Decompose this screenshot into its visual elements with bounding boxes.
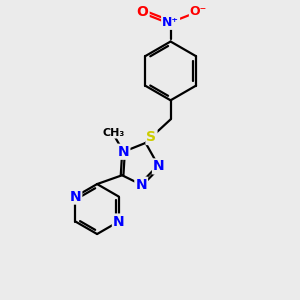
Text: O⁻: O⁻ <box>190 5 207 18</box>
Text: N: N <box>70 190 81 204</box>
Text: N: N <box>113 214 124 229</box>
Text: N: N <box>118 145 129 159</box>
Text: N⁺: N⁺ <box>162 16 179 29</box>
Text: S: S <box>146 130 157 144</box>
Text: CH₃: CH₃ <box>102 128 124 138</box>
Text: N: N <box>135 178 147 192</box>
Text: N: N <box>153 159 165 173</box>
Text: O: O <box>137 4 148 19</box>
